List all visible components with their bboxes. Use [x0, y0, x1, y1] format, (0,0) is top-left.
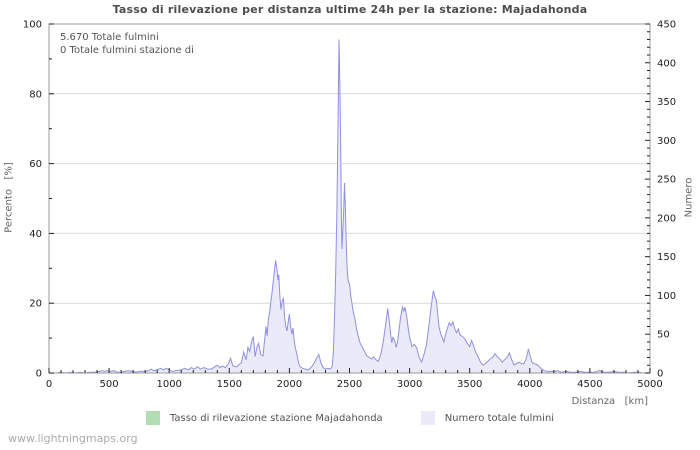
svg-text:0: 0 [657, 369, 663, 380]
svg-text:4500: 4500 [577, 379, 602, 390]
svg-text:4000: 4000 [517, 379, 542, 390]
legend-label-total-strikes: Numero totale fulmini [444, 412, 555, 424]
svg-text:500: 500 [100, 379, 119, 390]
svg-text:1500: 1500 [217, 379, 242, 390]
annotation-total-strikes: 5.670 Totale fulmini [60, 32, 159, 43]
svg-text:5000: 5000 [637, 379, 662, 390]
svg-text:450: 450 [657, 20, 676, 31]
x-axis-label: Distanza [km] [571, 396, 648, 407]
svg-text:3000: 3000 [397, 379, 422, 390]
svg-text:350: 350 [657, 97, 676, 108]
svg-text:250: 250 [657, 175, 676, 186]
svg-text:60: 60 [29, 159, 42, 170]
legend-item-detection-rate: Tasso di rilevazione stazione Majadahond… [145, 411, 383, 425]
svg-text:100: 100 [657, 291, 676, 302]
svg-text:1000: 1000 [156, 379, 181, 390]
svg-text:50: 50 [657, 330, 670, 341]
chart-legend: Tasso di rilevazione stazione Majadahond… [0, 411, 700, 425]
svg-text:2000: 2000 [277, 379, 302, 390]
annotation-station-strikes: 0 Totale fulmini stazione di [60, 45, 194, 56]
svg-text:0: 0 [46, 379, 52, 390]
svg-text:100: 100 [23, 20, 42, 31]
legend-item-total-strikes: Numero totale fulmini [420, 411, 555, 425]
svg-text:200: 200 [657, 213, 676, 224]
svg-text:0: 0 [36, 369, 42, 380]
svg-text:150: 150 [657, 252, 676, 263]
totals-annotation: 5.670 Totale fulmini 0 Totale fulmini st… [60, 31, 194, 57]
gridlines [49, 23, 650, 304]
svg-text:80: 80 [29, 89, 42, 100]
svg-text:2500: 2500 [337, 379, 362, 390]
svg-text:40: 40 [29, 229, 42, 240]
svg-text:400: 400 [657, 58, 676, 69]
axes-and-ticks [48, 23, 651, 374]
chart-title: Tasso di rilevazione per distanza ultime… [112, 3, 588, 16]
svg-text:3500: 3500 [457, 379, 482, 390]
svg-text:300: 300 [657, 136, 676, 147]
series-layer [49, 39, 650, 374]
svg-text:20: 20 [29, 299, 42, 310]
detection-rate-swatch [145, 411, 160, 425]
watermark-link: www.lightningmaps.org [8, 432, 138, 445]
total-strikes-swatch [420, 411, 435, 425]
tick-labels: 0 500 1000 1500 2000 2500 3000 3500 4000 4500 5000… [23, 20, 676, 391]
y-axis-left-label: Percento [%] [3, 162, 15, 233]
y-axis-right-label: Numero [683, 177, 695, 218]
legend-label-detection-rate: Tasso di rilevazione stazione Majadahond… [169, 412, 383, 424]
